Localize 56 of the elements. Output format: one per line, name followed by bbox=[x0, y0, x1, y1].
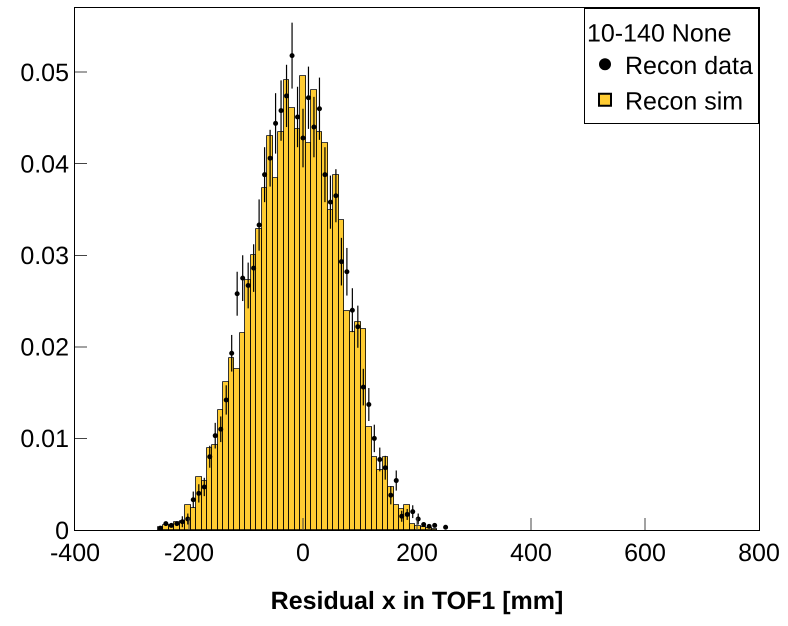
point bbox=[278, 108, 284, 114]
point bbox=[394, 478, 399, 484]
point bbox=[202, 484, 207, 490]
point bbox=[399, 514, 404, 519]
point bbox=[246, 282, 251, 288]
point bbox=[311, 124, 316, 130]
point bbox=[410, 509, 416, 514]
point bbox=[229, 350, 234, 356]
y-tick-label: 0.02 bbox=[20, 334, 69, 362]
point bbox=[190, 497, 196, 502]
point bbox=[388, 492, 394, 498]
point bbox=[284, 93, 290, 98]
x-tick-label: 0 bbox=[296, 539, 310, 567]
point bbox=[306, 95, 311, 100]
legend-label: Recon sim bbox=[625, 88, 744, 116]
point bbox=[360, 384, 366, 390]
legend-label: Recon data bbox=[625, 52, 753, 80]
point bbox=[196, 490, 202, 496]
point bbox=[316, 106, 322, 112]
x-tick-label: -200 bbox=[164, 539, 214, 567]
point bbox=[328, 200, 333, 205]
point bbox=[251, 266, 256, 271]
point bbox=[290, 53, 295, 58]
y-tick-label: 0.01 bbox=[20, 425, 69, 454]
point bbox=[300, 136, 306, 141]
x-tick-label: 200 bbox=[396, 539, 438, 567]
y-tick-label: 0.03 bbox=[20, 242, 69, 270]
point bbox=[344, 269, 350, 274]
point bbox=[234, 291, 240, 296]
x-tick-label: 400 bbox=[510, 539, 552, 567]
point bbox=[207, 454, 212, 460]
point bbox=[240, 276, 246, 281]
point bbox=[180, 519, 185, 524]
point bbox=[404, 512, 410, 517]
point bbox=[377, 456, 382, 462]
legend-title: 10-140 None bbox=[587, 20, 732, 48]
point bbox=[355, 324, 360, 330]
point bbox=[262, 172, 268, 178]
point bbox=[268, 156, 273, 161]
point bbox=[382, 465, 388, 470]
y-tick-label: 0.04 bbox=[20, 150, 70, 178]
point bbox=[338, 259, 344, 264]
point bbox=[256, 222, 262, 228]
point bbox=[218, 426, 224, 432]
point bbox=[212, 433, 218, 438]
point bbox=[372, 436, 377, 441]
x-tick-label: 600 bbox=[624, 539, 666, 567]
point bbox=[224, 397, 229, 402]
point bbox=[350, 308, 355, 313]
x-tick-label: 800 bbox=[738, 539, 780, 567]
x-axis-title: Residual x in TOF1 [mm] bbox=[270, 587, 564, 615]
point bbox=[333, 193, 338, 198]
y-tick-label: 0.05 bbox=[20, 58, 69, 87]
point bbox=[366, 402, 372, 408]
point bbox=[273, 120, 278, 126]
point bbox=[322, 172, 328, 178]
